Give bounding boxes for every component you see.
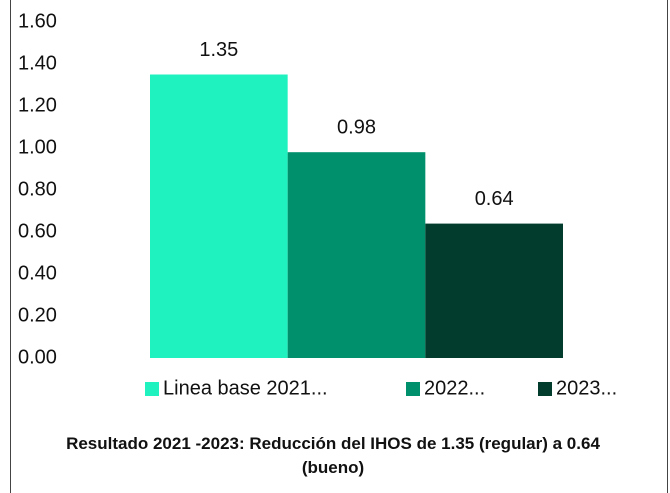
bar — [425, 223, 563, 358]
legend-label: Linea base 2021... — [163, 377, 328, 399]
chart-title: Resultado 2021 -2023: Reducción del IHOS… — [66, 434, 600, 477]
legend-swatch — [538, 382, 552, 396]
y-tick-label: 0.40 — [18, 262, 57, 284]
y-tick-label: 0.80 — [18, 178, 57, 200]
y-tick-label: 0.60 — [18, 220, 57, 242]
data-label: 1.35 — [199, 39, 238, 61]
chart-frame — [10, 0, 668, 493]
bar — [287, 152, 426, 358]
bar — [150, 74, 288, 358]
y-tick-label: 1.20 — [18, 94, 57, 116]
y-tick-label: 0.20 — [18, 304, 57, 326]
data-label: 0.64 — [475, 188, 514, 210]
legend-swatch — [406, 382, 420, 396]
y-tick-label: 1.40 — [18, 52, 57, 74]
data-label: 0.98 — [337, 116, 376, 138]
y-tick-label: 1.00 — [18, 136, 57, 158]
legend-swatch — [145, 382, 159, 396]
y-tick-label: 1.60 — [18, 10, 57, 32]
legend-label: 2022... — [424, 377, 485, 399]
y-tick-label: 0.00 — [18, 346, 57, 368]
legend-label: 2023... — [556, 377, 617, 399]
